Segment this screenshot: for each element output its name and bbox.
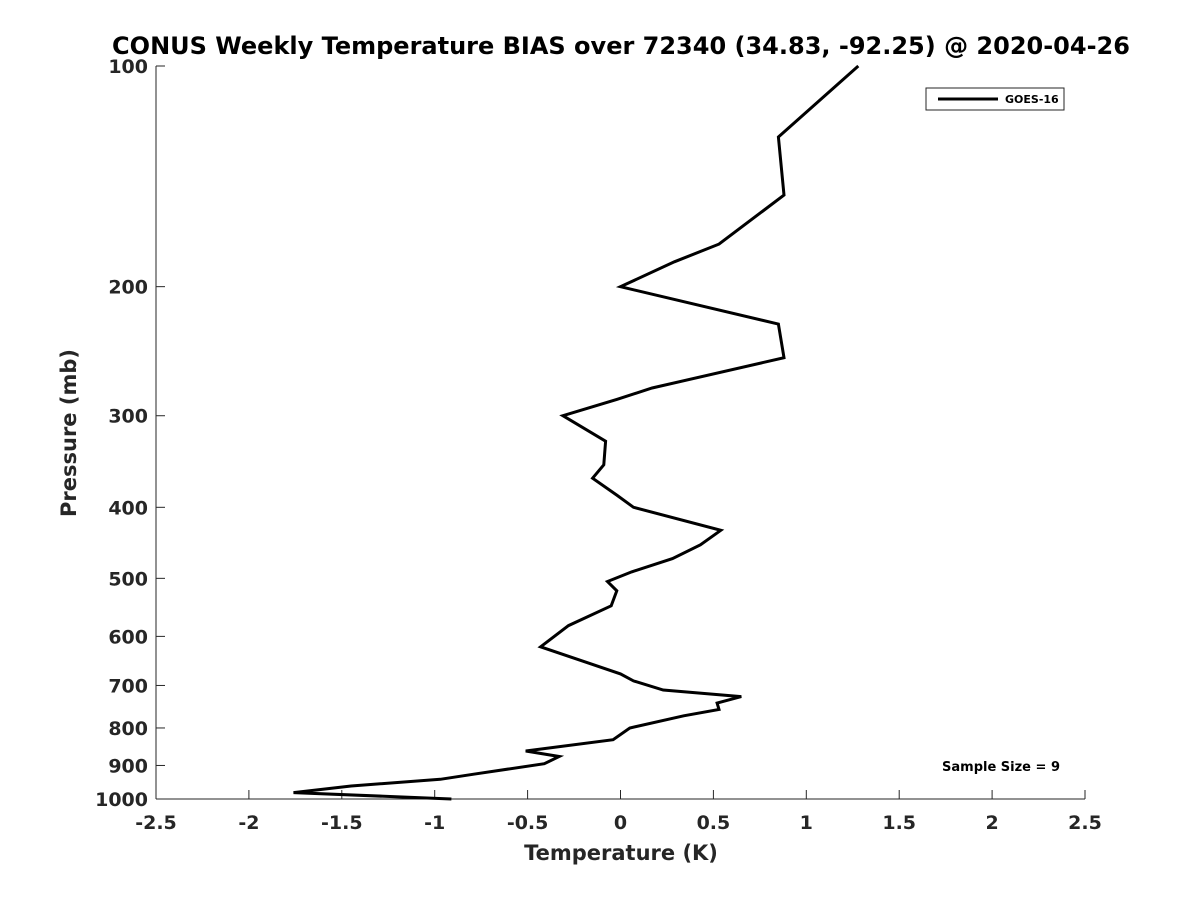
y-axis-label: Pressure (mb) bbox=[57, 349, 81, 517]
plot-area bbox=[155, 66, 1085, 800]
legend: GOES-16 bbox=[925, 87, 1065, 111]
x-tick-label: -0.5 bbox=[507, 812, 549, 834]
chart-title: CONUS Weekly Temperature BIAS over 72340… bbox=[112, 32, 1130, 60]
y-tick-label: 1000 bbox=[95, 789, 148, 811]
x-tick-label: 1.5 bbox=[882, 812, 916, 834]
x-tick-label: 2 bbox=[985, 812, 998, 834]
y-tick-label: 700 bbox=[108, 675, 148, 697]
y-tick-label: 100 bbox=[108, 56, 148, 78]
y-axis: 100 200 300 400 500 600 700 800 900 1000 bbox=[95, 56, 165, 811]
sample-size-annotation: Sample Size = 9 bbox=[942, 760, 1060, 775]
y-tick-label: 400 bbox=[108, 497, 148, 519]
x-tick-label: -2 bbox=[238, 812, 259, 834]
x-tick-label: -1.5 bbox=[321, 812, 363, 834]
x-tick-label: -2.5 bbox=[135, 812, 177, 834]
x-tick-label: 0 bbox=[614, 812, 627, 834]
y-tick-label: 500 bbox=[108, 568, 148, 590]
x-tick-label: 2.5 bbox=[1068, 812, 1102, 834]
series-line-goes-16 bbox=[293, 64, 860, 801]
x-axis: -2.5 -2 -1.5 -1 -0.5 0 0.5 1 1.5 2 2.5 bbox=[135, 790, 1102, 834]
x-tick-label: 0.5 bbox=[697, 812, 731, 834]
y-tick-label: 900 bbox=[108, 755, 148, 777]
y-tick-label: 200 bbox=[108, 277, 148, 299]
y-tick-label: 300 bbox=[108, 406, 148, 428]
legend-label: GOES-16 bbox=[1005, 93, 1059, 106]
x-tick-label: 1 bbox=[800, 812, 813, 834]
y-tick-label: 600 bbox=[108, 626, 148, 648]
x-axis-label: Temperature (K) bbox=[524, 841, 718, 865]
series-layer bbox=[293, 64, 860, 801]
y-tick-label: 800 bbox=[108, 718, 148, 740]
x-tick-label: -1 bbox=[424, 812, 445, 834]
